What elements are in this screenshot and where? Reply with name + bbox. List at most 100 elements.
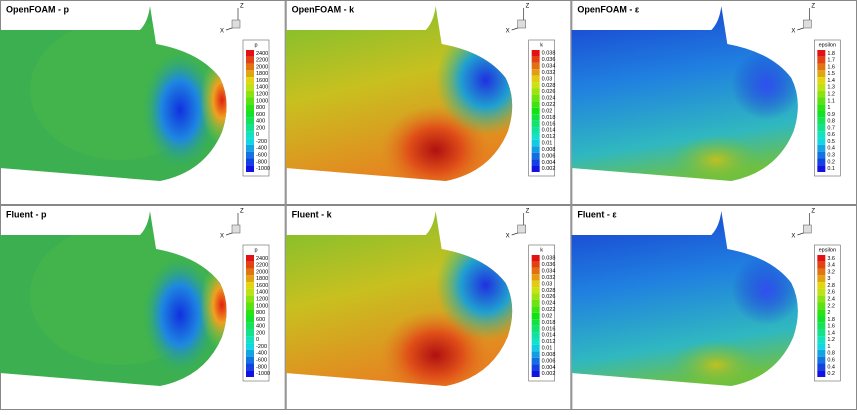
legend-swatch [246,165,254,172]
legend-swatch [246,63,254,71]
panel: Fluent - p ZXp240022002000180016001400120… [0,205,286,410]
legend-swatch [246,83,254,91]
panel-title: Fluent - ε [577,209,617,219]
legend-label: 0.008 [542,352,556,358]
legend-label: 0.032 [542,275,556,281]
legend-label: 1.4 [827,78,835,84]
legend-label: 0.018 [542,320,556,326]
field-blob [142,50,218,170]
panel-title: OpenFOAM - p [6,4,69,14]
legend-swatch [246,131,254,139]
legend-swatch [246,288,254,296]
legend-label: -200 [256,139,267,145]
legend-label: 0.022 [542,307,556,313]
legend-swatch [817,329,826,337]
legend-label: 0.006 [542,153,556,159]
panel-title: OpenFOAM - ε [577,4,639,14]
legend-label: 1.4 [827,330,835,336]
legend-swatch [531,370,540,377]
triad-z: Z [811,4,815,10]
legend-label: 1.1 [827,98,835,104]
legend-label: 0.01 [542,346,553,352]
legend-swatch [531,332,540,339]
triad-z: Z [526,209,530,215]
legend-swatch [817,158,826,166]
triad-x: X [791,29,795,35]
legend-swatch [531,94,540,102]
legend-label: 0.03 [542,281,553,287]
legend-label: 200 [256,330,265,336]
legend-label: 0.7 [827,125,835,131]
legend-label: 0.036 [542,57,556,63]
legend-label: 0.032 [542,70,556,76]
field-blob [200,260,227,350]
legend-swatch [246,268,254,276]
legend-swatch [246,329,254,337]
legend-swatch [531,287,540,294]
legend-label: -200 [256,344,267,350]
legend-swatch [246,309,254,316]
legend-swatch [531,165,540,172]
legend-label: 1.2 [827,337,835,343]
legend-swatch [531,261,540,268]
panel-title: Fluent - k [292,209,333,219]
legend-label: 0.5 [827,139,835,145]
triad-x: X [506,234,510,240]
legend-swatch [817,63,826,71]
legend-swatch [246,370,254,377]
legend-swatch [246,316,254,323]
legend-swatch [817,268,826,276]
contour-field [0,6,227,181]
legend-swatch [531,82,540,89]
legend-swatch [246,255,254,262]
legend-swatch [817,295,826,303]
legend-swatch [531,274,540,281]
legend-label: 0 [256,132,259,138]
legend-swatch [531,88,540,95]
legend-label: 0.016 [542,326,556,332]
legend-swatch [817,117,826,125]
legend-swatch [531,146,540,153]
legend-label: 0.4 [827,146,835,152]
legend-label: 800 [256,310,265,316]
legend-swatch [246,343,254,350]
panel: Fluent - k ZXk0.0380.0360.0340.0320.030.0… [285,205,572,410]
legend-label: 1000 [256,303,268,309]
legend-label: 2200 [256,263,268,269]
legend-swatch [817,165,826,172]
legend-label: 0.024 [542,301,556,307]
legend-swatch [817,336,826,344]
legend-label: 1 [827,344,830,350]
legend-swatch [246,97,254,105]
legend-title: epsilon [819,42,836,48]
legend-swatch [817,370,826,377]
legend-swatch [246,336,254,344]
legend-swatch [246,261,254,269]
legend-swatch [246,363,254,371]
legend-label: 0.028 [542,83,556,89]
legend-label: 0.6 [827,132,835,138]
legend-label: 3 [827,276,830,282]
legend-swatch [531,159,540,166]
triad-z: Z [240,4,244,10]
legend-label: 0.2 [827,371,835,377]
legend-swatch [817,104,826,111]
legend-swatch [531,267,540,275]
legend-label: 3.2 [827,269,835,275]
legend-label: 1800 [256,71,268,77]
legend-label: 0.8 [827,351,835,357]
legend-swatch [531,101,540,108]
panel: OpenFOAM - k ZXk0.0380.0360.0340.0320.030… [285,0,572,205]
triad-x: X [220,29,224,35]
legend-swatch [531,133,540,140]
legend-label: -1000 [256,371,270,377]
legend-swatch [246,158,254,166]
legend-swatch [246,77,254,84]
legend-swatch [531,351,540,358]
legend-label: 0.03 [542,76,553,82]
triad-box [517,224,526,234]
triad-x: X [220,234,224,240]
legend-swatch [817,90,826,98]
legend-label: 0.02 [542,313,553,319]
legend-label: 1.6 [827,64,835,70]
